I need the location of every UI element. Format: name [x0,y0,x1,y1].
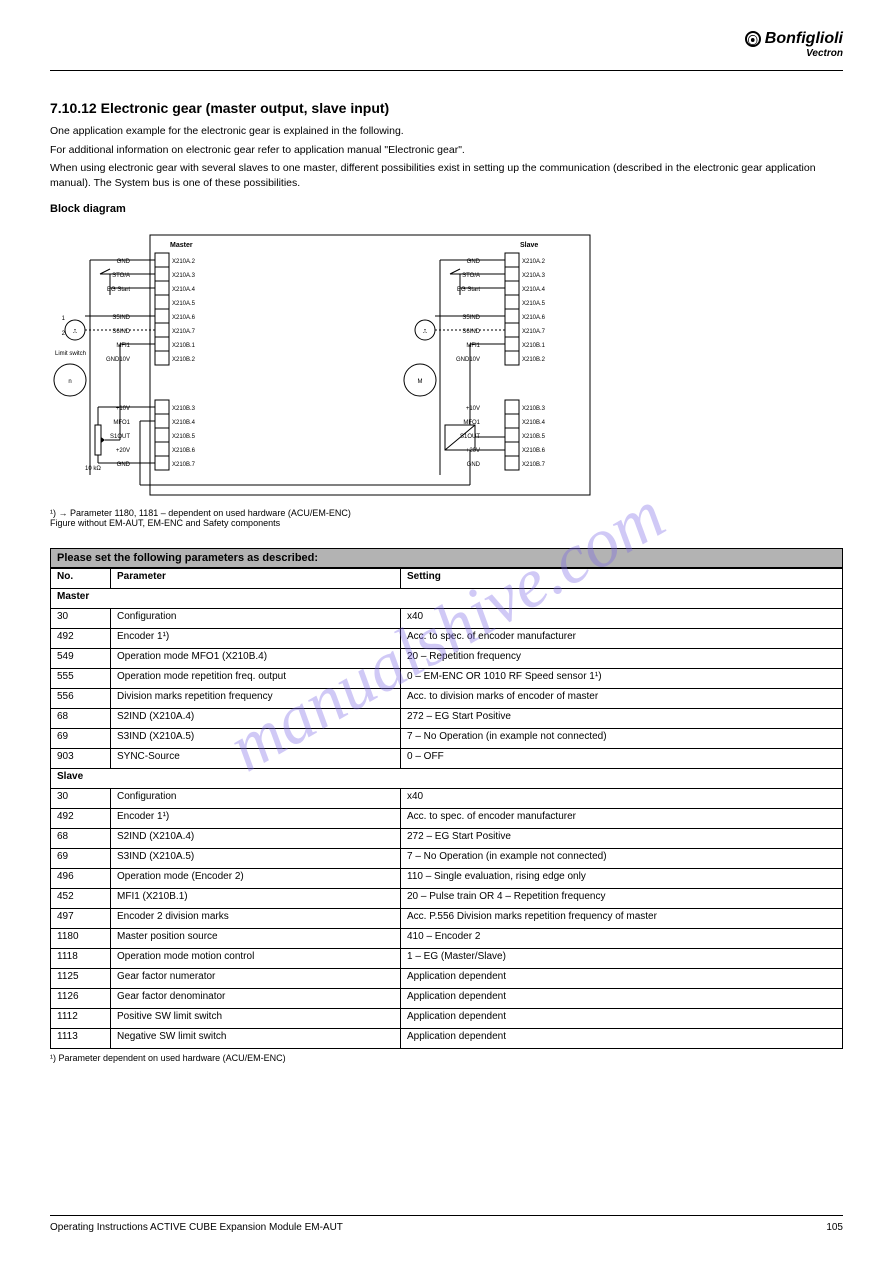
svg-text:10 kΩ: 10 kΩ [85,466,101,472]
table-row: 492Encoder 1¹)Acc. to spec. of encoder m… [51,808,843,828]
svg-text:X210B.4: X210B.4 [172,420,196,426]
parameter-table: No. Parameter Setting Master 30Configura… [50,568,843,1049]
svg-text:X210A.5: X210A.5 [522,301,546,307]
svg-text:X210B.5: X210B.5 [522,434,546,440]
svg-text:X210B.2: X210B.2 [522,357,546,363]
col-header-param: Parameter [111,568,401,588]
svg-text:⎍: ⎍ [73,329,78,335]
svg-text:X210A.6: X210A.6 [172,315,196,321]
footer-page-number: 105 [826,1222,843,1233]
svg-text:GND10V: GND10V [106,357,130,363]
svg-text:+20V: +20V [466,448,480,454]
table-row: 452MFI1 (X210B.1)20 – Pulse train OR 4 –… [51,888,843,908]
table-footnote: ¹) Parameter dependent on used hardware … [50,1053,843,1063]
document-page: ⦿ Bonfiglioli Vectron 7.10.12 Electronic… [0,0,893,1263]
table-row: 1118Operation mode motion control1 – EG … [51,948,843,968]
svg-text:X210A.2: X210A.2 [522,259,546,265]
table-row: 497Encoder 2 division marksAcc. P.556 Di… [51,908,843,928]
page-footer: Operating Instructions ACTIVE CUBE Expan… [50,1215,843,1233]
svg-text:X210A.5: X210A.5 [172,301,196,307]
svg-text:X210B.2: X210B.2 [172,357,196,363]
svg-text:MFO1: MFO1 [113,420,130,426]
page-header: ⦿ Bonfiglioli Vectron [745,30,843,59]
table-row: 903SYNC-Source0 – OFF [51,748,843,768]
table-row: 69S3IND (X210A.5)7 – No Operation (in ex… [51,728,843,748]
svg-text:+20V: +20V [116,448,130,454]
table-row: 549Operation mode MFO1 (X210B.4)20 – Rep… [51,648,843,668]
table-row: 1112Positive SW limit switchApplication … [51,1008,843,1028]
svg-text:X210A.7: X210A.7 [172,329,196,335]
table-row: 30Configurationx40 [51,608,843,628]
svg-text:GND: GND [467,462,481,468]
header-rule [50,70,843,71]
section-heading: 7.10.12 Electronic gear (master output, … [50,100,843,116]
master-section-row: Master [51,588,843,608]
svg-text:Limit switch: Limit switch [55,351,86,357]
diagram-note-1: ¹) → Parameter 1180, 1181 – dependent on… [50,508,843,518]
svg-text:X210B.6: X210B.6 [172,448,196,454]
svg-text:GND10V: GND10V [456,357,480,363]
col-header-setting: Setting [401,568,843,588]
svg-text:X210B.6: X210B.6 [522,448,546,454]
svg-text:Slave: Slave [520,242,538,249]
brand-logo-icon: ⦿ [745,31,761,47]
svg-text:X210A.4: X210A.4 [172,287,196,293]
svg-text:X210B.1: X210B.1 [522,343,546,349]
table-row: 68S2IND (X210A.4)272 – EG Start Positive [51,708,843,728]
svg-text:X210B.7: X210B.7 [522,462,546,468]
svg-text:X210B.5: X210B.5 [172,434,196,440]
svg-text:X210A.3: X210A.3 [172,273,196,279]
intro-paragraph-3: When using electronic gear with several … [50,161,843,190]
svg-text:X210B.7: X210B.7 [172,462,196,468]
svg-text:1: 1 [62,316,66,322]
svg-text:X210A.3: X210A.3 [522,273,546,279]
table-title: Please set the following parameters as d… [50,548,843,568]
table-row: 69S3IND (X210A.5)7 – No Operation (in ex… [51,848,843,868]
block-diagram: Master Slave X210A.2GND X210A.3STO/A X21… [50,225,843,528]
table-row: 1180Master position source410 – Encoder … [51,928,843,948]
svg-text:M: M [418,379,423,385]
svg-text:X210B.3: X210B.3 [522,406,546,412]
svg-text:n: n [68,379,71,385]
intro-paragraph-2: For additional information on electronic… [50,143,843,158]
svg-text:X210B.3: X210B.3 [172,406,196,412]
svg-text:X210B.1: X210B.1 [172,343,196,349]
intro-paragraph-1: One application example for the electron… [50,124,843,139]
table-row: 555Operation mode repetition freq. outpu… [51,668,843,688]
table-row: 556Division marks repetition frequencyAc… [51,688,843,708]
table-row: 496Operation mode (Encoder 2)110 – Singl… [51,868,843,888]
table-row: 1126Gear factor denominatorApplication d… [51,988,843,1008]
table-row: 30Configurationx40 [51,788,843,808]
table-row: 1113Negative SW limit switchApplication … [51,1028,843,1048]
svg-text:⎍: ⎍ [423,329,428,335]
svg-text:Master: Master [170,242,193,249]
brand-subtitle: Vectron [745,48,843,59]
table-row: 68S2IND (X210A.4)272 – EG Start Positive [51,828,843,848]
svg-text:X210A.7: X210A.7 [522,329,546,335]
diagram-note-2: Figure without EM-AUT, EM-ENC and Safety… [50,518,843,528]
block-diagram-title: Block diagram [50,203,843,215]
footer-left: Operating Instructions ACTIVE CUBE Expan… [50,1222,343,1233]
table-row: 1125Gear factor numeratorApplication dep… [51,968,843,988]
col-header-no: No. [51,568,111,588]
svg-text:X210A.4: X210A.4 [522,287,546,293]
brand-name: Bonfiglioli [765,30,843,48]
table-row: 492Encoder 1¹)Acc. to spec. of encoder m… [51,628,843,648]
slave-section-row: Slave [51,768,843,788]
svg-text:X210B.4: X210B.4 [522,420,546,426]
svg-text:+10V: +10V [466,406,480,412]
parameter-table-section: Please set the following parameters as d… [50,548,843,1063]
svg-text:X210A.2: X210A.2 [172,259,196,265]
svg-text:X210A.6: X210A.6 [522,315,546,321]
